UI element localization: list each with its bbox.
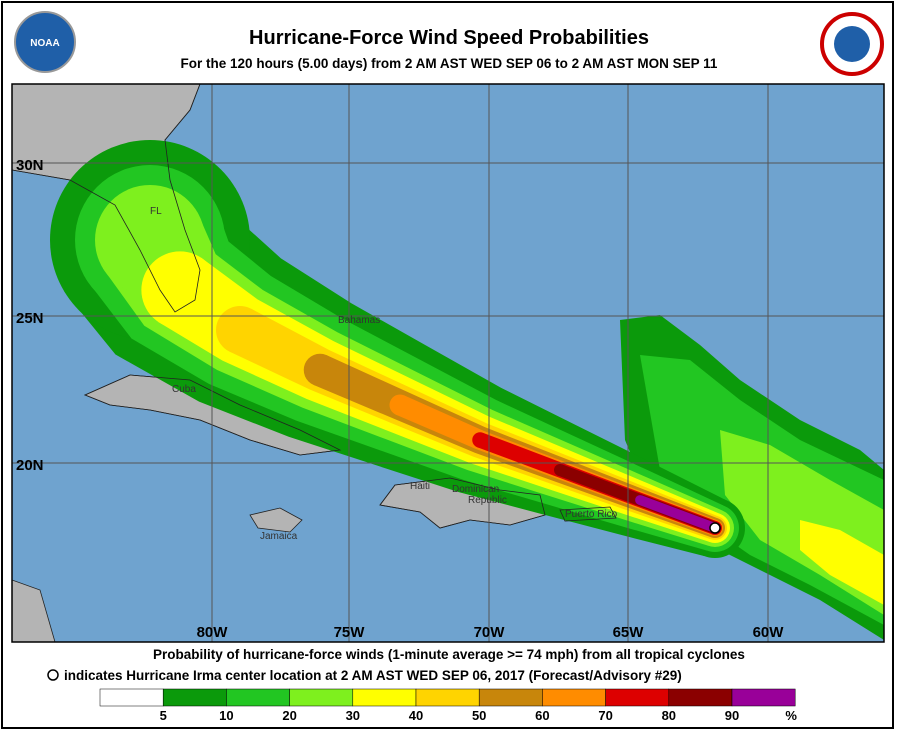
legend-label: 50 <box>472 708 486 723</box>
lon-label: 75W <box>334 624 366 641</box>
legend-label: 5 <box>160 708 167 723</box>
coastline <box>12 84 201 313</box>
legend-label: 90 <box>725 708 739 723</box>
lat-label: 20N <box>16 457 44 474</box>
legend-label: 80 <box>662 708 676 723</box>
legend-label: 60 <box>535 708 549 723</box>
legend-swatch <box>226 688 290 707</box>
legend-label: 30 <box>346 708 360 723</box>
legend-swatch <box>731 688 796 707</box>
place-label: Puerto Rico <box>565 509 618 520</box>
legend-label: 10 <box>219 708 233 723</box>
grid <box>12 84 884 642</box>
legend-label: 40 <box>409 708 423 723</box>
band-body <box>638 495 717 533</box>
place-label: Haiti <box>410 481 430 492</box>
place-label: Cuba <box>172 384 196 395</box>
jamaica <box>249 507 303 533</box>
footer-line: Probability of hurricane-force winds (1-… <box>153 647 745 662</box>
legend-unit: % <box>785 708 797 723</box>
place-label: Bahamas <box>338 315 380 326</box>
legend-swatch <box>99 688 164 707</box>
legend-label: 20 <box>282 708 296 723</box>
band-cap <box>635 495 645 505</box>
coastline <box>83 374 342 456</box>
coastline <box>559 506 617 522</box>
lon-label: 60W <box>753 624 785 641</box>
coastlines <box>12 84 617 529</box>
noaa-logo-text: NOAA <box>30 38 59 49</box>
legend-label: 70 <box>598 708 612 723</box>
band-cap <box>554 464 566 476</box>
band-cap <box>141 251 219 329</box>
lon-label: 80W <box>197 624 229 641</box>
lon-label: 70W <box>474 624 506 641</box>
title: Hurricane-Force Wind Speed Probabilities <box>249 27 649 49</box>
band-cap <box>303 353 337 387</box>
lat-label: 25N <box>16 310 44 327</box>
band-cap <box>216 306 264 354</box>
storm-center <box>709 522 721 534</box>
noaa-logo <box>14 11 76 73</box>
legend-swatch <box>289 688 354 707</box>
place-label: FL <box>150 206 162 217</box>
center-symbol <box>47 669 59 681</box>
legend-swatch <box>542 688 606 707</box>
legend-swatch <box>352 688 417 707</box>
band-cap <box>389 394 411 416</box>
coastline <box>379 477 546 529</box>
footer-line: indicates Hurricane Irma center location… <box>64 668 682 683</box>
legend-swatch <box>415 688 480 707</box>
legend-swatch <box>162 688 227 707</box>
legend-swatch <box>605 688 670 707</box>
map-border <box>11 83 885 643</box>
nws-logo-inner <box>834 26 870 62</box>
legend-swatch <box>478 688 543 707</box>
subtitle: For the 120 hours (5.00 days) from 2 AM … <box>181 56 718 71</box>
legend-swatch <box>668 688 733 707</box>
band-cap <box>472 432 488 448</box>
lon-label: 65W <box>613 624 645 641</box>
probability-bands <box>50 140 884 640</box>
legend: 5 10 20 30 40 50 60 70 80 90% <box>99 688 797 723</box>
place-label: Jamaica <box>260 531 298 542</box>
lat-label: 30N <box>16 157 44 174</box>
east-band <box>800 520 884 605</box>
place-label: Republic <box>468 495 507 506</box>
yucatan <box>12 579 56 642</box>
place-label: Dominican <box>452 484 499 495</box>
map: FL Bahamas Cuba Haiti Dominican Republic… <box>12 84 884 642</box>
